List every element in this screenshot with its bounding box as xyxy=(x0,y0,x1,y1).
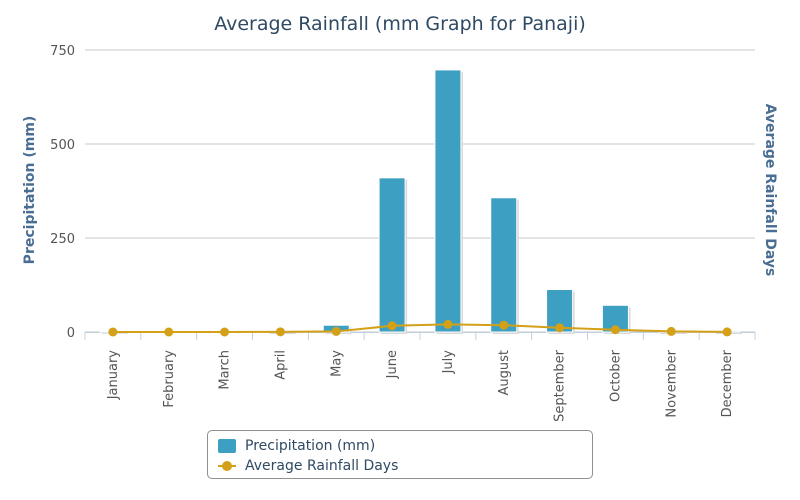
rainfall-days-point[interactable] xyxy=(331,326,341,336)
x-tick-label: October xyxy=(608,349,623,402)
line-series xyxy=(108,319,732,337)
legend-item-precipitation[interactable]: Precipitation (mm) xyxy=(218,436,375,456)
rainfall-days-point[interactable] xyxy=(722,327,732,337)
y-tick-label: 750 xyxy=(50,44,75,59)
rainfall-days-point[interactable] xyxy=(275,327,285,337)
legend-label: Average Rainfall Days xyxy=(245,458,399,474)
rainfall-days-point[interactable] xyxy=(164,327,174,337)
rainfall-days-line xyxy=(112,323,728,333)
chart-title: Average Rainfall (mm Graph for Panaji) xyxy=(214,13,586,35)
bar[interactable] xyxy=(434,69,462,333)
rainfall-days-point[interactable] xyxy=(108,327,118,337)
rainfall-days-point[interactable] xyxy=(610,325,620,335)
rainfall-days-point[interactable] xyxy=(220,327,230,337)
gridlines xyxy=(85,49,755,333)
x-axis: January February March April May June July Augu… xyxy=(84,332,756,422)
y-tick-label: 250 xyxy=(50,232,75,247)
rainfall-days-point[interactable] xyxy=(387,321,397,331)
x-tick-label: November xyxy=(664,349,679,417)
legend-item-rainfall-days[interactable]: Average Rainfall Days xyxy=(218,456,398,476)
bar[interactable] xyxy=(378,177,406,333)
legend-bar-swatch xyxy=(218,439,236,453)
x-tick-label: March xyxy=(218,350,233,390)
y-axis-title: Precipitation (mm) xyxy=(22,116,38,265)
x-tick-label: February xyxy=(162,350,177,408)
rainfall-days-point[interactable] xyxy=(443,319,453,329)
x-tick-label: January xyxy=(106,350,121,401)
x-tick-label: December xyxy=(720,349,735,417)
y-axis-ticks: 0 250 500 750 xyxy=(50,44,75,341)
bar-series xyxy=(99,69,743,334)
x-tick-label: September xyxy=(553,349,568,422)
x-tick-label: May xyxy=(329,350,344,377)
y2-axis-title: Average Rainfall Days xyxy=(762,104,778,277)
y-tick-label: 0 xyxy=(67,326,75,341)
x-tick-label: July xyxy=(441,350,456,375)
y-tick-label: 500 xyxy=(50,138,75,153)
rainfall-days-point[interactable] xyxy=(666,326,676,336)
legend: Precipitation (mm) Average Rainfall Days xyxy=(207,430,593,479)
rainfall-days-point[interactable] xyxy=(499,320,509,330)
legend-line-swatch xyxy=(218,459,236,473)
x-tick-label: August xyxy=(497,350,512,396)
x-tick-label: April xyxy=(273,350,288,380)
bar[interactable] xyxy=(490,197,518,333)
x-tick-label: June xyxy=(385,350,400,379)
legend-label: Precipitation (mm) xyxy=(245,438,376,454)
rainfall-days-point[interactable] xyxy=(555,323,565,333)
